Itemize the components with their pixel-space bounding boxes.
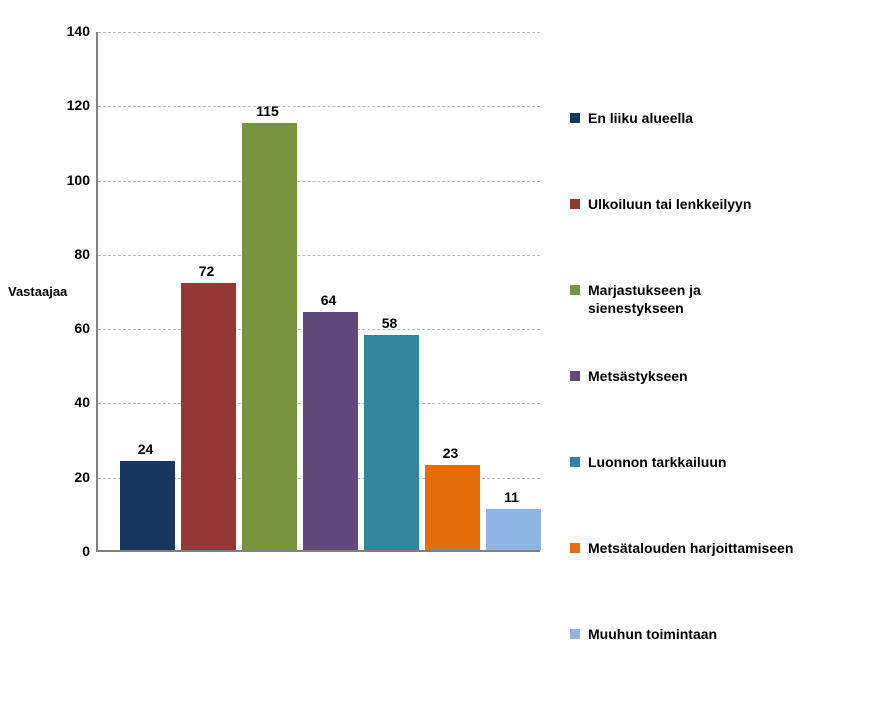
legend-swatch [570, 457, 580, 467]
bar [120, 461, 175, 550]
legend-label: Muuhun toimintaan [588, 626, 717, 644]
legend-label: Metsätalouden harjoittamiseen [588, 540, 793, 558]
bar [242, 123, 297, 550]
bar-value-label: 23 [423, 445, 478, 461]
y-tick-label: 20 [56, 469, 90, 485]
legend-label: Metsästykseen [588, 368, 688, 386]
y-tick-label: 100 [56, 172, 90, 188]
gridline [98, 106, 540, 107]
bar-chart: Vastaajaa En liiku alueella Ulkoiluun tai… [0, 0, 880, 606]
legend-swatch [570, 113, 580, 123]
legend-label: En liiku alueella [588, 110, 693, 128]
bar-value-label: 58 [362, 315, 417, 331]
legend-label: Ulkoiluun tai lenkkeilyyn [588, 196, 751, 214]
y-tick-label: 0 [56, 543, 90, 559]
legend-label: Marjastukseen ja sienestykseen [588, 282, 701, 317]
gridline [98, 181, 540, 182]
bar [425, 465, 480, 550]
y-axis-title: Vastaajaa [8, 284, 67, 299]
legend-swatch [570, 629, 580, 639]
bar [364, 335, 419, 550]
legend-label: Luonnon tarkkailuun [588, 454, 726, 472]
y-tick-label: 40 [56, 394, 90, 410]
legend-swatch [570, 543, 580, 553]
gridline [98, 32, 540, 33]
gridline [98, 255, 540, 256]
y-tick-label: 60 [56, 320, 90, 336]
legend-swatch [570, 199, 580, 209]
bar-value-label: 115 [240, 103, 295, 119]
y-tick-label: 120 [56, 97, 90, 113]
bar-value-label: 64 [301, 292, 356, 308]
y-tick-label: 140 [56, 23, 90, 39]
legend-swatch [570, 371, 580, 381]
bar-value-label: 11 [484, 489, 539, 505]
y-tick-label: 80 [56, 246, 90, 262]
bar-value-label: 72 [179, 263, 234, 279]
bar [181, 283, 236, 550]
bar [303, 312, 358, 550]
bar [486, 509, 541, 550]
legend-swatch [570, 285, 580, 295]
bar-value-label: 24 [118, 441, 173, 457]
